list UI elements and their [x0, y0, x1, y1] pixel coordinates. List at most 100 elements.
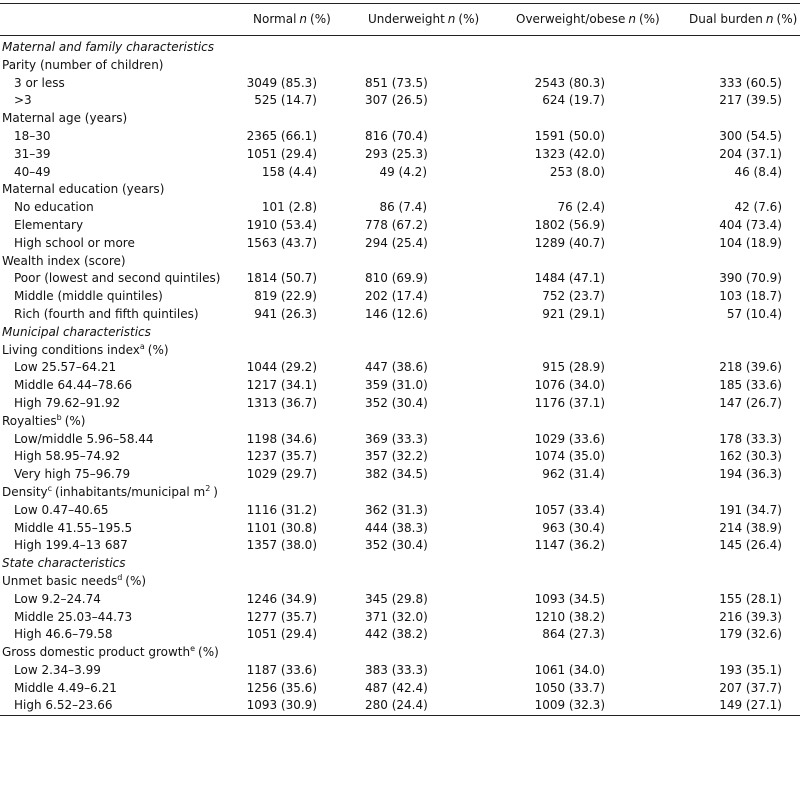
row-item: Poor (lowest and second quintiles) 1814 (… [0, 270, 800, 288]
column-n: n [299, 11, 308, 26]
superscript: c [47, 483, 53, 493]
row-label: High 46.6–79.58 [0, 626, 240, 644]
row-label: Middle 41.55–195.5 [0, 520, 240, 538]
superscript: d [117, 572, 123, 582]
cell-value: 352 (30.4) [365, 538, 428, 553]
cell-value: 1910 (53.4) [246, 217, 317, 232]
label-text: 31–39 [14, 146, 51, 161]
column-pct: (%) [458, 11, 480, 26]
row-section: State characteristics [0, 555, 800, 573]
cell-value: 1029 (33.6) [534, 431, 605, 446]
row-item: High school or more 1563 (43.7) 294 (25.4)… [0, 235, 800, 253]
label-part: Density [2, 484, 48, 499]
cell-value: 1814 (50.7) [246, 271, 317, 286]
cell-value: 1057 (33.4) [534, 502, 605, 517]
cell-value: 101 (2.8) [261, 200, 317, 215]
cell-value: 146 (12.6) [365, 306, 428, 321]
label-part: (%) [198, 645, 219, 660]
row-item: High 46.6–79.58 1051 (29.4) 442 (38.2) 864 … [0, 626, 800, 644]
row-item: Low 0.47–40.65 1116 (31.2) 362 (31.3) 1057 … [0, 502, 800, 520]
cell-value: 1093 (30.9) [240, 697, 365, 717]
column-n: n [628, 11, 636, 26]
cell-value: 357 (32.2) [365, 449, 428, 464]
label-part: Royalties [2, 413, 57, 428]
cell-value: 300 (54.5) [719, 128, 782, 143]
label-text: Very high 75–96.79 [14, 467, 131, 482]
label-part: (%) [64, 413, 86, 428]
label-text: High school or more [14, 235, 135, 250]
label-part: ) [213, 484, 218, 499]
row-label: Middle 64.44–78.66 [0, 377, 240, 395]
column-name: Overweight/obese [516, 11, 626, 26]
column-header: Normal n (%) [240, 3, 365, 36]
row-item: 3 or less 3049 (85.3) 851 (73.5) 2543 (80.3… [0, 75, 800, 93]
row-label: >3 [0, 92, 240, 110]
row-label: Rich (fourth and fifth quintiles) [0, 306, 240, 324]
row-label: Low 25.57–64.21 [0, 359, 240, 377]
header-row: Normal n (%) Underweight n (%) Overweight/obes… [0, 3, 800, 36]
cell-value: 1484 (47.1) [534, 271, 605, 286]
cell-value: 352 (30.4) [365, 395, 428, 410]
cell-value: 214 (38.9) [719, 520, 782, 535]
column-header: Underweight n (%) [365, 3, 515, 36]
row-item: Low 25.57–64.21 1044 (29.2) 447 (38.6) 915 … [0, 359, 800, 377]
row-label: No education [0, 199, 240, 217]
cell-value: 333 (60.5) [719, 75, 782, 90]
label-text: Middle 64.44–78.66 [14, 378, 133, 393]
cell-value: 1076 (34.0) [534, 378, 605, 393]
cell-value: 1074 (35.0) [534, 449, 605, 464]
cell-value: 217 (39.5) [719, 93, 782, 108]
cell-value: 49 (4.2) [379, 164, 427, 179]
cell-value: 185 (33.6) [719, 378, 782, 393]
cell-value: 194 (36.3) [719, 467, 782, 482]
row-item: High 6.52–23.66 1093 (30.9) 280 (24.4) 1009… [0, 697, 800, 717]
cell-value: 46 (8.4) [734, 164, 782, 179]
cell-value: 191 (34.7) [719, 502, 782, 517]
cell-value: 624 (19.7) [542, 93, 605, 108]
label-text: Rich (fourth and fifth quintiles) [14, 306, 199, 321]
label-text: 3 or less [14, 75, 65, 90]
cell-value: 145 (26.4) [719, 538, 782, 553]
row-item: Elementary 1910 (53.4) 778 (67.2) 1802 (56.… [0, 217, 800, 235]
cell-value: 1187 (33.6) [246, 662, 317, 677]
cell-value: 921 (29.1) [542, 306, 605, 321]
superscript: b [56, 412, 62, 422]
cell-value: 307 (26.5) [365, 93, 428, 108]
cell-value: 104 (18.9) [719, 235, 782, 250]
row-item: Low 9.2–24.74 1246 (34.9) 345 (29.8) 1093 (… [0, 591, 800, 609]
superscript: a [139, 341, 145, 351]
row-group: Maternal education (years) [0, 181, 800, 199]
data-table: Normal n (%) Underweight n (%) Overweight/obes… [0, 3, 800, 717]
label-text: Parity (number of children) [2, 57, 164, 72]
column-name: Underweight [368, 11, 445, 26]
label-text: Municipal characteristics [2, 324, 151, 339]
row-group: Royaltiesb (%) [0, 413, 800, 431]
row-label: Gross domestic product growthe (%) [0, 644, 800, 662]
row-item: Middle 4.49–6.21 1256 (35.6) 487 (42.4) 105… [0, 680, 800, 698]
row-label: 40–49 [0, 164, 240, 182]
label-text: No education [14, 200, 94, 215]
label-text: Elementary [14, 217, 84, 232]
cell-value: 1093 (34.5) [534, 591, 605, 606]
cell-value: 294 (25.4) [365, 235, 428, 250]
label-text: Middle 25.03–44.73 [14, 609, 133, 624]
cell-value: 369 (33.3) [365, 431, 428, 446]
cell-value: 1277 (35.7) [246, 609, 317, 624]
cell-value: 207 (37.7) [719, 680, 782, 695]
cell-value: 280 (24.4) [365, 697, 515, 717]
row-label: Low 2.34–3.99 [0, 662, 240, 680]
cell-value: 2543 (80.3) [534, 75, 605, 90]
cell-value: 76 (2.4) [557, 200, 605, 215]
cell-value: 149 (27.1) [685, 697, 800, 717]
cell-value: 810 (69.9) [365, 271, 428, 286]
label-text: 18–30 [14, 128, 51, 143]
column-pct: (%) [638, 11, 660, 26]
label-text: Low 25.57–64.21 [14, 360, 117, 375]
label-part: (%) [147, 342, 169, 357]
cell-value: 216 (39.3) [719, 609, 782, 624]
cell-value: 442 (38.2) [365, 627, 428, 642]
row-label: High 199.4–13 687 [0, 537, 240, 555]
cell-value: 1029 (29.7) [246, 467, 317, 482]
label-text: Low/middle 5.96–58.44 [14, 431, 154, 446]
cell-value: 155 (28.1) [719, 591, 782, 606]
